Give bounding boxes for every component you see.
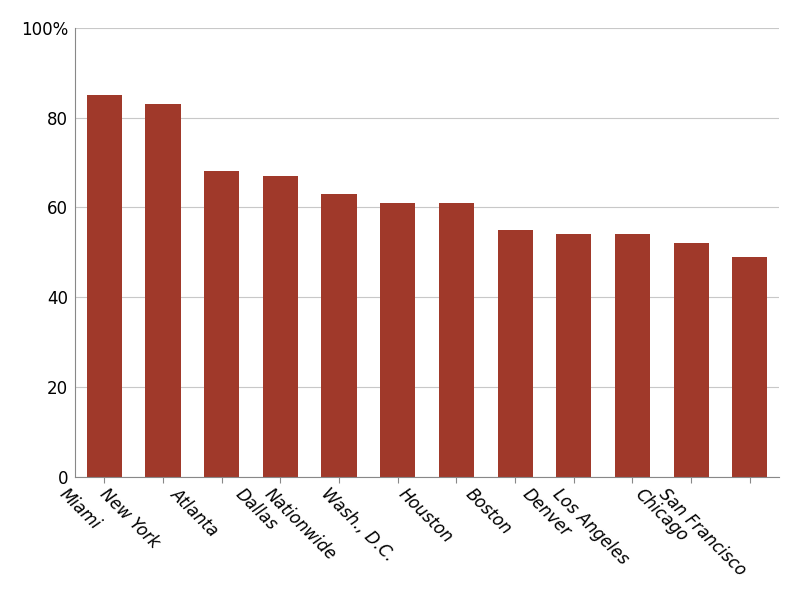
Bar [732,257,767,476]
Bar [556,234,591,476]
Bar [380,203,415,476]
Bar [262,176,298,476]
Bar [674,243,709,476]
Bar [615,234,650,476]
Bar [204,172,239,476]
Bar [322,194,357,476]
Bar [146,104,181,476]
Bar [498,230,533,476]
Bar [439,203,474,476]
Bar [86,95,122,476]
